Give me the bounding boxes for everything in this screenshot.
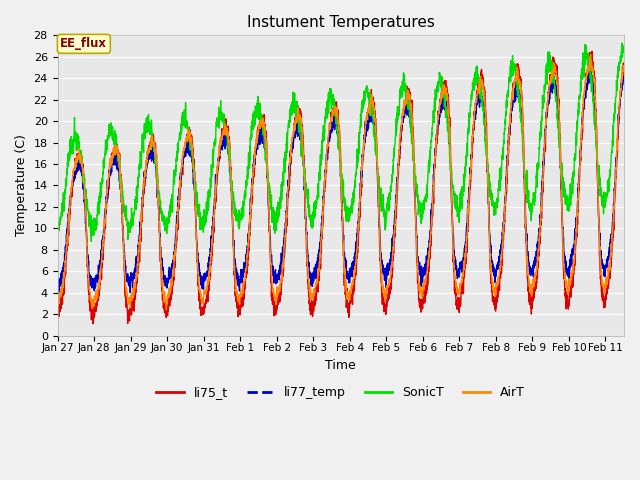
Legend: li75_t, li77_temp, SonicT, AirT: li75_t, li77_temp, SonicT, AirT: [151, 382, 530, 405]
li77_temp: [620, 78, 627, 84]
AirT: [163, 307, 170, 312]
li75_t: [567, 289, 575, 295]
AirT: [428, 214, 435, 220]
SonicT: [567, 202, 575, 208]
li75_t: [620, 69, 627, 75]
Text: EE_flux: EE_flux: [60, 37, 108, 50]
AirT: [420, 287, 428, 293]
SonicT: [420, 197, 428, 203]
SonicT: [230, 200, 238, 205]
li75_t: [588, 48, 596, 54]
SonicT: [88, 239, 95, 244]
SonicT: [620, 47, 627, 52]
Title: Instument Temperatures: Instument Temperatures: [246, 15, 435, 30]
AirT: [180, 152, 188, 158]
SonicT: [428, 130, 435, 135]
AirT: [620, 68, 627, 74]
SonicT: [54, 219, 61, 225]
AirT: [604, 275, 612, 280]
li77_temp: [230, 259, 238, 265]
SonicT: [618, 40, 626, 46]
li77_temp: [420, 272, 428, 278]
li77_temp: [604, 254, 612, 260]
AirT: [230, 263, 238, 269]
AirT: [567, 278, 575, 284]
li77_temp: [428, 201, 435, 207]
Y-axis label: Temperature (C): Temperature (C): [15, 134, 28, 237]
li75_t: [420, 291, 428, 297]
X-axis label: Time: Time: [325, 359, 356, 372]
SonicT: [604, 187, 612, 193]
li75_t: [180, 156, 188, 162]
li75_t: [54, 301, 61, 307]
li75_t: [89, 321, 97, 326]
li77_temp: [54, 276, 61, 281]
li75_t: [604, 284, 612, 289]
li77_temp: [55, 290, 63, 296]
AirT: [587, 52, 595, 58]
Line: li77_temp: li77_temp: [58, 71, 623, 293]
li77_temp: [567, 252, 575, 257]
Line: AirT: AirT: [58, 55, 623, 310]
li75_t: [428, 223, 435, 228]
SonicT: [180, 122, 188, 128]
li77_temp: [586, 68, 594, 73]
Line: li75_t: li75_t: [58, 51, 623, 324]
Line: SonicT: SonicT: [58, 43, 623, 241]
AirT: [54, 302, 61, 308]
li77_temp: [180, 151, 188, 157]
li75_t: [230, 272, 238, 278]
